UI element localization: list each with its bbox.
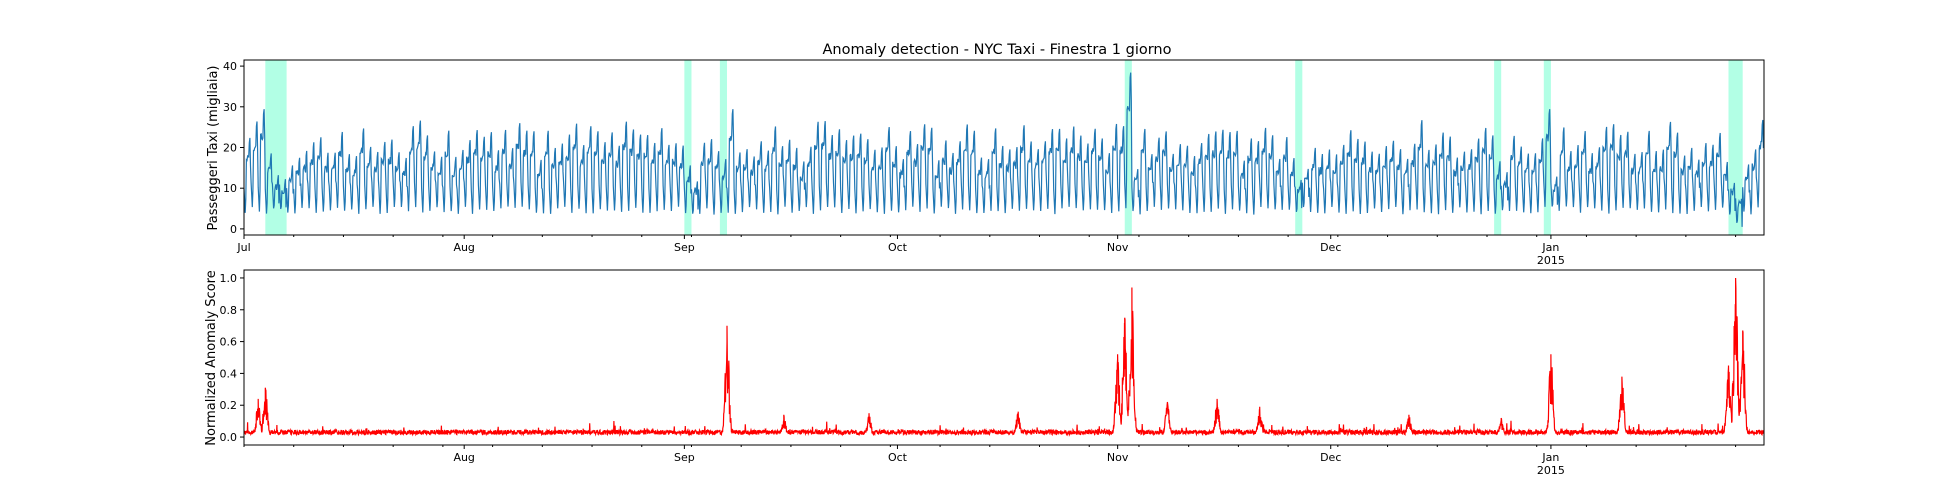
top-x-tick-label-6: Jan [1541, 241, 1559, 254]
bottom-x-tick-label-4: Dec [1320, 451, 1341, 464]
bottom-plot-frame [243, 269, 1765, 446]
top-y-tick-label-3: 30 [223, 101, 237, 114]
bottom-x-tick-year-5: 2015 [1537, 464, 1565, 477]
top-x-tick-label-5: Dec [1320, 241, 1341, 254]
bottom-y-tick-label-4: 0.8 [220, 304, 238, 317]
series-anomaly-score-line [243, 277, 1765, 437]
bottom-x-tick-label-5: Jan [1541, 451, 1559, 464]
bottom-x-tick-label-1: Sep [674, 451, 695, 464]
bottom-y-axis-label: Normalized Anomaly Score [204, 270, 219, 445]
bottom-y-axis: 0.0 0.2 0.4 0.6 0.8 1.0 [220, 272, 244, 444]
bottom-y-tick-label-3: 0.6 [220, 336, 238, 349]
top-x-tick-label-0: Jul [236, 241, 250, 254]
top-x-tick-label-1: Aug [453, 241, 474, 254]
top-x-tick-label-2: Sep [674, 241, 695, 254]
anomaly-window-3 [1124, 60, 1132, 235]
top-x-tick-year-6: 2015 [1537, 254, 1565, 267]
anomaly-window-0 [265, 60, 287, 235]
anomaly-window-5 [1494, 60, 1502, 235]
anomaly-window-4 [1295, 60, 1303, 235]
top-y-axis-label: Passeggeri Taxi (migliaia) [206, 66, 221, 231]
anomaly-window-1 [684, 60, 692, 235]
bottom-y-tick-label-1: 0.2 [220, 399, 238, 412]
top-y-tick-label-4: 40 [223, 60, 237, 73]
top-y-tick-label-0: 0 [230, 223, 237, 236]
bottom-y-tick-label-0: 0.0 [220, 431, 238, 444]
anomaly-window-2 [719, 60, 727, 235]
top-y-tick-label-1: 10 [223, 182, 237, 195]
series-passengers-line [243, 72, 1764, 227]
bottom-x-tick-label-3: Nov [1107, 451, 1129, 464]
anomaly-windows [265, 60, 1743, 235]
anomaly-window-6 [1543, 60, 1551, 235]
top-y-axis: 0 10 20 30 40 [223, 60, 244, 236]
bottom-y-tick-label-5: 1.0 [220, 272, 238, 285]
bottom-x-tick-label-0: Aug [453, 451, 474, 464]
top-y-tick-label-2: 20 [223, 142, 237, 155]
bottom-x-tick-label-2: Oct [888, 451, 908, 464]
bottom-y-tick-label-2: 0.4 [220, 367, 238, 380]
top-plot-frame [243, 59, 1765, 236]
chart-title: Anomaly detection - NYC Taxi - Finestra … [822, 42, 1171, 58]
top-x-tick-label-4: Nov [1107, 241, 1129, 254]
top-x-tick-label-3: Oct [888, 241, 908, 254]
